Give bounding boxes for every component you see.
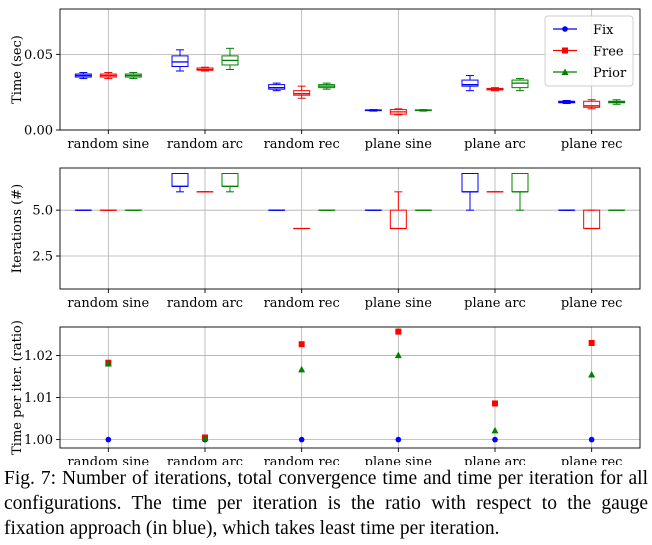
x-tick-label: random sine <box>67 455 149 465</box>
box-fix <box>461 75 479 92</box>
legend-label: Free <box>593 45 624 60</box>
box-free <box>99 72 117 80</box>
box-free <box>583 209 601 230</box>
x-tick-label: random sine <box>67 296 149 311</box>
point-fix <box>298 436 305 443</box>
x-tick-label: plane arc <box>464 455 526 465</box>
box-body <box>511 173 529 193</box>
box-body <box>511 79 529 89</box>
x-tick-label: random rec <box>264 455 340 465</box>
legend-label: Fix <box>593 23 614 38</box>
box-prior <box>414 109 432 112</box>
x-tick-label: random arc <box>167 296 243 311</box>
x-tick-label: plane sine <box>365 296 433 311</box>
x-tick-label: plane sine <box>365 137 433 152</box>
x-tick-label: random arc <box>167 137 243 152</box>
box-fix <box>268 82 286 92</box>
box-free <box>196 66 214 72</box>
point-fix <box>492 436 498 443</box>
legend-marker <box>562 47 568 54</box>
legend: Fix Free Prior <box>544 15 634 87</box>
y-tick-label: 2.5 <box>32 250 53 265</box>
x-tick-label: plane rec <box>561 137 623 152</box>
box-fix <box>558 100 576 105</box>
box-body <box>461 79 479 87</box>
point-prior <box>394 351 402 359</box>
y-tick-label: 0.00 <box>24 124 53 139</box>
y-axis-label: Iterations (#) <box>10 184 25 273</box>
y-tick-label: 1.02 <box>24 349 53 364</box>
box-prior <box>221 173 239 193</box>
y-axis-label: Time (sec) <box>10 35 25 104</box>
x-tick-label: random arc <box>167 455 243 465</box>
point-fix <box>105 436 112 443</box>
box-body <box>461 173 479 193</box>
figure-caption: Fig. 7: Number of iterations, total conv… <box>4 468 648 539</box>
legend-marker <box>562 26 568 32</box>
axes-frame <box>59 8 641 131</box>
y-axis-label: Time per iter. (ratio) <box>10 320 25 455</box>
x-tick-label: plane arc <box>464 137 526 152</box>
y-tick-label: 1.00 <box>24 433 53 448</box>
point-free <box>298 341 305 348</box>
box-prior <box>318 82 336 90</box>
box-fix <box>461 173 479 211</box>
box-free <box>486 87 504 92</box>
box-body <box>171 55 189 67</box>
box-prior <box>124 72 142 80</box>
box-free <box>583 99 601 110</box>
box-fix <box>74 72 92 80</box>
x-tick-label: plane arc <box>464 296 526 311</box>
box-body <box>171 173 189 187</box>
box-body <box>268 84 286 90</box>
box-body <box>221 173 239 187</box>
point-free <box>395 328 402 335</box>
point-prior <box>201 434 209 442</box>
box-free <box>389 108 407 116</box>
box-free <box>293 85 311 99</box>
x-tick-label: random sine <box>67 137 149 152</box>
x-tick-label: random rec <box>264 296 340 311</box>
panel-3: 1.00 1.01 1.02 random sine random arc random … <box>10 320 641 465</box>
box-fix <box>171 173 189 193</box>
box-prior <box>511 173 529 211</box>
panel-2: 2.5 5.0 random sine random arc random rec pla… <box>10 167 641 311</box>
box-free <box>389 191 407 230</box>
axes-frame <box>59 167 641 290</box>
figure-7: 0.00 0.05 random sine random arc random rec p… <box>10 8 641 465</box>
point-prior <box>588 370 596 378</box>
box-prior <box>511 78 529 92</box>
x-tick-label: random rec <box>264 137 340 152</box>
x-tick-label: plane rec <box>561 296 623 311</box>
point-free <box>588 339 595 346</box>
box-prior <box>221 47 239 70</box>
x-tick-label: plane rec <box>561 455 623 465</box>
point-fix <box>588 436 595 443</box>
axes-frame <box>59 326 641 449</box>
legend-marker <box>561 68 569 75</box>
point-prior <box>298 365 306 373</box>
y-tick-label: 5.0 <box>32 204 53 219</box>
box-prior <box>608 99 626 105</box>
point-prior <box>491 426 499 434</box>
box-body <box>583 100 601 108</box>
y-tick-label: 0.05 <box>24 48 53 63</box>
y-tick-label: 1.01 <box>24 391 53 406</box>
point-prior <box>104 360 112 367</box>
box-fix <box>171 49 189 72</box>
x-tick-label: plane sine <box>365 455 433 465</box>
legend-box <box>544 15 634 87</box>
panel-1: 0.00 0.05 random sine random arc random rec p… <box>10 8 641 152</box>
point-fix <box>395 436 402 443</box>
legend-label: Prior <box>593 66 627 81</box>
box-fix <box>364 109 382 112</box>
point-free <box>492 400 498 407</box>
box-body <box>293 90 311 96</box>
